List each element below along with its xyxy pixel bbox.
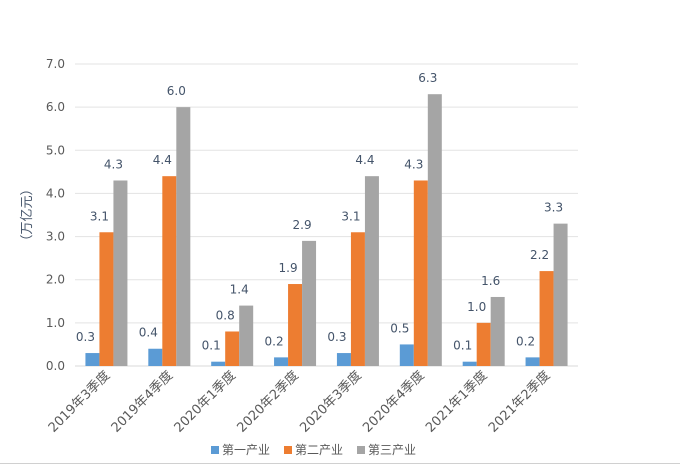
bar — [462, 361, 477, 366]
data-label: 0.3 — [327, 330, 346, 344]
data-label: 4.3 — [104, 157, 123, 171]
bar — [148, 348, 163, 366]
bar — [476, 322, 491, 366]
x-tick-label: 2020年1季度 — [171, 368, 239, 436]
bar — [364, 176, 379, 366]
bottom-divider — [0, 463, 680, 464]
legend-swatch — [211, 446, 219, 454]
data-label: 0.3 — [76, 330, 95, 344]
bar — [553, 223, 568, 366]
bar — [176, 107, 191, 367]
data-label: 3.1 — [341, 209, 360, 223]
bar — [113, 180, 128, 366]
data-label: 4.4 — [153, 153, 172, 167]
data-label: 2.9 — [293, 218, 312, 232]
legend-label: 第一产业 — [222, 443, 270, 457]
data-label: 0.5 — [390, 321, 409, 335]
x-tick-label: 2019年4季度 — [108, 368, 176, 436]
data-label: 4.3 — [404, 157, 423, 171]
data-label: 0.4 — [139, 326, 158, 340]
y-axis-ticks: 0.0 1.0 2.0 3.0 4.0 5.0 6.0 7.0 — [46, 57, 65, 373]
y-tick-label: 1.0 — [46, 316, 65, 330]
bar — [350, 232, 365, 366]
bar — [399, 344, 414, 366]
data-label: 4.4 — [355, 153, 374, 167]
y-tick-label: 2.0 — [46, 273, 65, 287]
data-label: 0.1 — [453, 339, 472, 353]
bars — [85, 94, 568, 367]
bar — [525, 357, 540, 366]
bar — [211, 361, 226, 366]
x-tick-label: 2020年2季度 — [234, 368, 302, 436]
data-label: 1.9 — [279, 261, 298, 275]
y-tick-label: 5.0 — [46, 143, 65, 157]
legend-label: 第二产业 — [295, 443, 343, 457]
gridlines — [75, 63, 578, 367]
legend-label: 第三产业 — [368, 443, 416, 457]
x-axis-ticks: 2019年3季度2019年4季度2020年1季度2020年2季度2020年3季度… — [45, 368, 553, 436]
data-label: 6.3 — [418, 71, 437, 85]
x-tick-label: 2020年3季度 — [297, 368, 365, 436]
bar — [539, 271, 554, 366]
data-label: 6.0 — [167, 84, 186, 98]
bar — [99, 232, 114, 366]
data-label: 3.3 — [544, 201, 563, 215]
bar — [413, 180, 428, 366]
data-label: 0.2 — [265, 334, 284, 348]
bar — [427, 94, 442, 366]
legend-swatch — [357, 446, 365, 454]
data-label: 0.2 — [516, 334, 535, 348]
bar — [274, 357, 289, 366]
data-label: 0.8 — [216, 308, 235, 322]
data-label: 3.1 — [90, 209, 109, 223]
y-tick-label: 0.0 — [46, 359, 65, 373]
x-tick-label: 2019年3季度 — [45, 368, 113, 436]
data-labels: 0.3 3.1 4.3 0.4 4.4 6.0 0.1 0.8 1.4 0.2 1.9 2.9 0.3 3… — [76, 71, 563, 352]
y-tick-label: 4.0 — [46, 186, 65, 200]
bar — [85, 353, 100, 366]
data-label: 1.4 — [230, 283, 249, 297]
y-axis-title: （万亿元） — [20, 182, 35, 247]
bar — [490, 296, 505, 366]
bar — [225, 331, 240, 366]
bar — [288, 284, 303, 366]
data-label: 1.0 — [467, 300, 486, 314]
bar — [162, 176, 177, 366]
x-tick-label: 2021年1季度 — [422, 368, 490, 436]
data-label: 1.6 — [481, 274, 500, 288]
bar — [239, 305, 254, 366]
bar — [302, 240, 317, 366]
legend-swatch — [284, 446, 292, 454]
y-tick-label: 7.0 — [46, 57, 65, 71]
legend: 第一产业 第二产业 第三产业 — [211, 443, 416, 457]
x-tick-label: 2021年2季度 — [485, 368, 553, 436]
bar — [336, 353, 351, 366]
data-label: 0.1 — [202, 339, 221, 353]
y-tick-label: 6.0 — [46, 100, 65, 114]
x-tick-label: 2020年4季度 — [360, 368, 428, 436]
y-tick-label: 3.0 — [46, 230, 65, 244]
data-label: 2.2 — [530, 248, 549, 262]
